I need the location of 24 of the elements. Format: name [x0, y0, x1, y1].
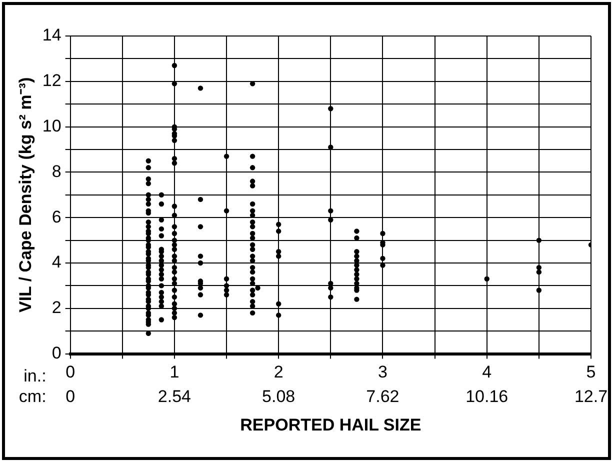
y-axis-title: VIL / Cape Density (kg s² m⁻³) — [16, 77, 35, 313]
y-tick-label: 4 — [52, 252, 62, 272]
x2-tick-label: 5.08 — [262, 387, 296, 406]
x-tick-label: 2 — [274, 362, 284, 382]
y-tick-label: 8 — [52, 162, 62, 181]
x-tick-label: 3 — [378, 362, 388, 382]
x-tick-label: 1 — [170, 362, 180, 382]
y-tick-label: 14 — [42, 26, 62, 45]
x-tick-label: 5 — [586, 362, 596, 382]
x2-tick-label: 2.54 — [158, 387, 191, 406]
x2-tick-label: 7.62 — [366, 387, 400, 406]
x2-tick-label: 0 — [66, 387, 76, 406]
text: in.: — [24, 366, 46, 386]
y-tick-label: 2 — [52, 298, 62, 318]
x-axis-title: REPORTED HAIL SIZE — [240, 415, 422, 434]
x2-tick-label: 12.7 — [574, 387, 608, 406]
y-tick-label: 6 — [52, 207, 62, 226]
y-tick-label: 10 — [42, 116, 62, 136]
y-tick-label: 0 — [52, 343, 62, 362]
x-tick-label: 4 — [482, 362, 492, 382]
x-tick-label: 0 — [66, 362, 76, 382]
text: cm: — [18, 386, 46, 406]
y-tick-label: 12 — [42, 71, 62, 90]
x2-tick-label: 10.16 — [466, 387, 508, 406]
